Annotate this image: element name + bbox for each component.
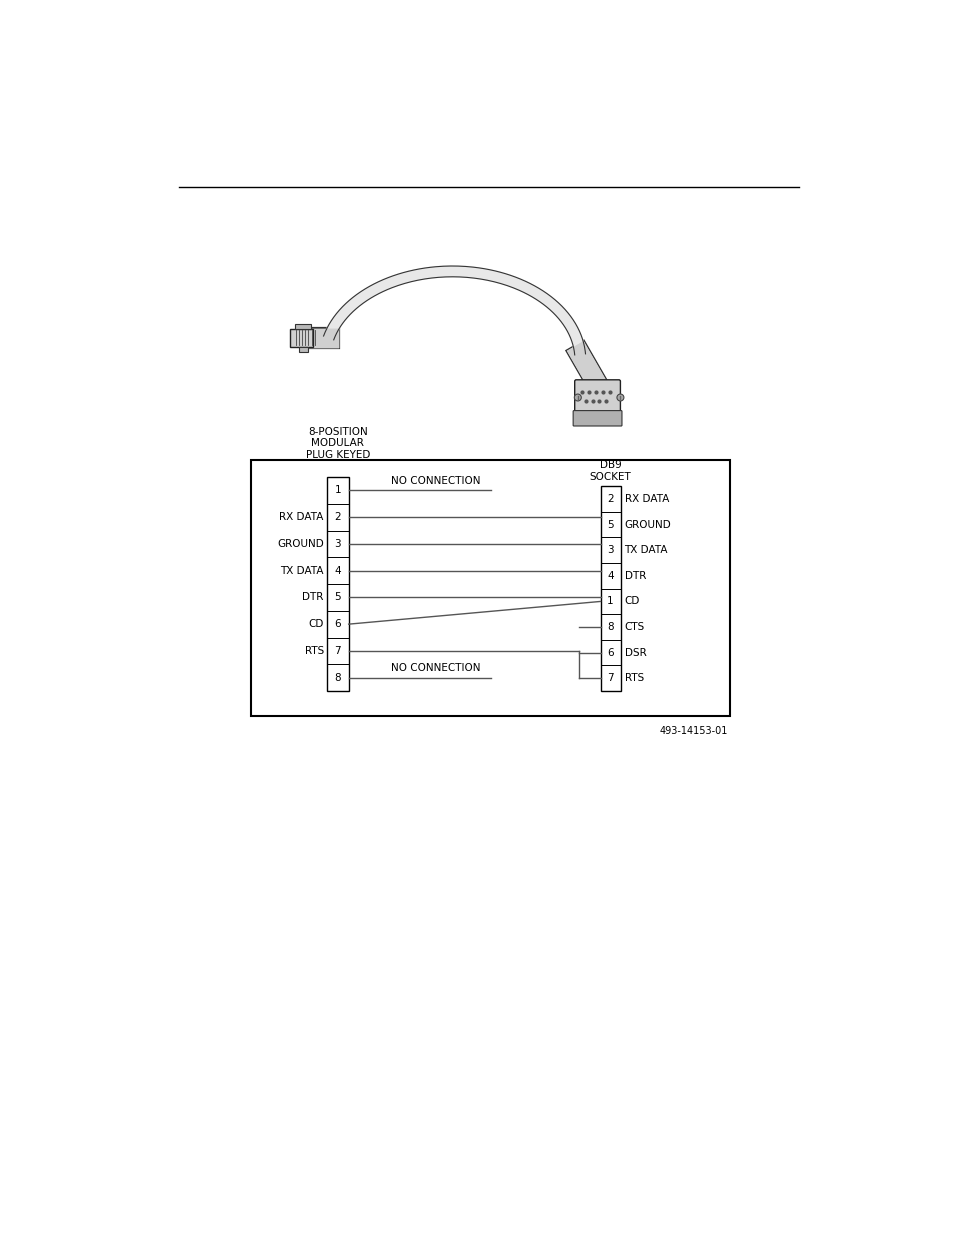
- Text: 6: 6: [335, 619, 341, 629]
- Circle shape: [574, 394, 580, 401]
- Text: 4: 4: [335, 566, 341, 576]
- Text: CD: CD: [308, 619, 323, 629]
- Text: 493-14153-01: 493-14153-01: [659, 726, 728, 736]
- Text: TX DATA: TX DATA: [280, 566, 323, 576]
- Bar: [299, 347, 308, 352]
- Text: 5: 5: [607, 520, 614, 530]
- FancyBboxPatch shape: [574, 380, 619, 415]
- Bar: [599, 487, 620, 692]
- Text: NO CONNECTION: NO CONNECTION: [391, 663, 479, 673]
- Text: DB9
SOCKET: DB9 SOCKET: [589, 459, 631, 482]
- Text: CD: CD: [624, 597, 639, 606]
- Bar: [295, 324, 311, 329]
- Text: 1: 1: [607, 597, 614, 606]
- Text: RX DATA: RX DATA: [624, 494, 668, 504]
- Text: RTS: RTS: [304, 646, 323, 656]
- Text: CTS: CTS: [624, 622, 644, 632]
- Bar: [327, 477, 348, 692]
- FancyBboxPatch shape: [290, 329, 313, 347]
- Text: 8: 8: [335, 673, 341, 683]
- Text: DTR: DTR: [624, 571, 645, 580]
- Text: 8: 8: [607, 622, 614, 632]
- Text: 5: 5: [335, 593, 341, 603]
- Text: 7: 7: [335, 646, 341, 656]
- Text: RTS: RTS: [624, 673, 643, 683]
- Text: NO CONNECTION: NO CONNECTION: [391, 475, 479, 485]
- Text: DSR: DSR: [624, 647, 645, 658]
- Text: 8-POSITION
MODULAR
PLUG KEYED: 8-POSITION MODULAR PLUG KEYED: [305, 426, 370, 459]
- Text: 3: 3: [335, 538, 341, 548]
- Text: 1: 1: [335, 485, 341, 495]
- Text: 4: 4: [607, 571, 614, 580]
- Text: TX DATA: TX DATA: [624, 545, 667, 556]
- Text: GROUND: GROUND: [276, 538, 323, 548]
- FancyBboxPatch shape: [573, 410, 621, 426]
- Text: GROUND: GROUND: [624, 520, 671, 530]
- Text: 6: 6: [607, 647, 614, 658]
- Text: 2: 2: [335, 513, 341, 522]
- Text: 7: 7: [607, 673, 614, 683]
- Text: 3: 3: [607, 545, 614, 556]
- Text: DTR: DTR: [302, 593, 323, 603]
- Text: RX DATA: RX DATA: [279, 513, 323, 522]
- Bar: [251, 461, 729, 716]
- Circle shape: [617, 394, 623, 401]
- Polygon shape: [323, 266, 585, 354]
- Text: 2: 2: [607, 494, 614, 504]
